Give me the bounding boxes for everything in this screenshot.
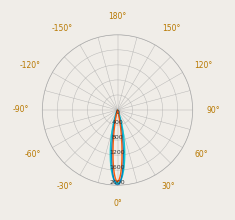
Text: 400: 400 <box>112 120 123 125</box>
Text: 90°: 90° <box>206 106 220 114</box>
Text: -60°: -60° <box>24 150 41 159</box>
Text: 60°: 60° <box>194 150 208 159</box>
Text: 1200: 1200 <box>110 150 125 155</box>
Text: -120°: -120° <box>20 61 41 70</box>
Text: 0°: 0° <box>113 199 122 208</box>
Text: 30°: 30° <box>162 182 176 191</box>
Text: -30°: -30° <box>57 182 73 191</box>
Text: 180°: 180° <box>108 12 127 21</box>
Text: 800: 800 <box>112 135 123 140</box>
Text: 0: 0 <box>116 110 119 115</box>
Text: 120°: 120° <box>194 61 213 70</box>
Text: -150°: -150° <box>52 24 73 33</box>
Text: 2000: 2000 <box>110 180 125 185</box>
Text: 150°: 150° <box>162 24 180 33</box>
Text: 1600: 1600 <box>110 165 125 170</box>
Text: -90°: -90° <box>12 106 29 114</box>
